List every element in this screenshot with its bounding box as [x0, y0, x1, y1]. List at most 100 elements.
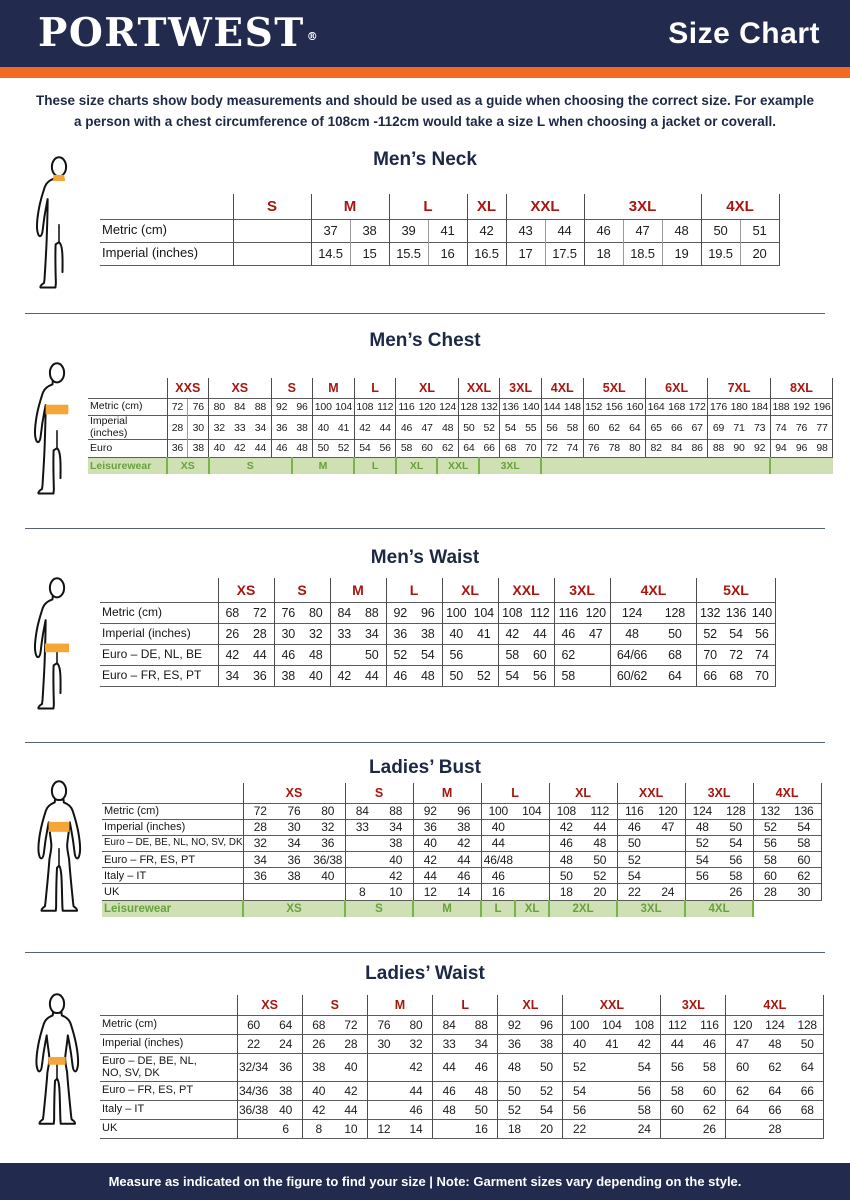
size-cell: 76: [582, 439, 604, 458]
size-cell: 58: [395, 439, 417, 458]
size-cell: 71: [728, 414, 750, 440]
size-cell: 40: [311, 867, 346, 884]
size-cell: 40: [301, 1080, 335, 1100]
size-cell: 48: [465, 1080, 498, 1100]
size-cell: 36: [166, 439, 188, 458]
size-group-label: XXS: [166, 378, 209, 398]
size-cell: 60: [725, 1052, 759, 1081]
size-cell: 88: [250, 397, 272, 416]
size-cell: 58: [562, 414, 584, 440]
size-cell: 38: [301, 1052, 335, 1081]
table-row: Metric (cm) 37 38 39 41 42 43 44 46 47 48 50 51: [100, 218, 780, 242]
size-cell: [791, 1118, 825, 1139]
size-cell: 80: [302, 601, 330, 623]
size-cell: 46: [553, 622, 583, 644]
size-cell: 116: [693, 1014, 726, 1034]
size-cell: 46: [465, 1052, 498, 1081]
size-cell: 22: [236, 1033, 270, 1053]
row-label: Euro – DE, BE, NL, NO, SV, DK: [100, 1052, 238, 1081]
size-cell: 168: [666, 397, 688, 416]
table-row: Euro – DE, BE, NL, NO, SV, DK 32/34 36 38 40…: [100, 1052, 825, 1081]
size-cell: 19.5: [700, 241, 741, 266]
size-cell: 184: [749, 397, 771, 416]
leisurewear-row: Leisurewear XS S M L XL 2XL 3XL 4XL: [102, 900, 822, 918]
size-group-label: XXL: [616, 783, 686, 803]
size-cell: [684, 883, 720, 901]
size-cell: 132: [752, 802, 788, 820]
size-cell: 88: [465, 1014, 498, 1034]
size-cell: 47: [416, 414, 438, 440]
leisurewear-cell: M: [290, 457, 355, 475]
registered-mark: ®: [306, 30, 318, 43]
size-header-row: XXS XS S M L XL XXL 3XL 4XL 5XL 6XL 7XL 8XL: [88, 378, 834, 398]
size-cell: 128: [791, 1014, 825, 1034]
size-cell: 30: [273, 622, 302, 644]
size-group-label: XL: [497, 995, 563, 1015]
size-cell: 108: [353, 397, 376, 416]
size-cell: 156: [603, 397, 625, 416]
size-cell: 180: [728, 397, 750, 416]
leisurewear-cell: [752, 900, 822, 918]
measurement-band: [48, 1056, 66, 1065]
size-cell: 140: [520, 397, 542, 416]
size-cell: 52: [385, 643, 415, 665]
size-cell: 54: [414, 643, 443, 665]
leisurewear-cell: S: [207, 457, 292, 475]
size-cell: 41: [333, 414, 355, 440]
size-cell: 48: [684, 818, 720, 836]
size-cell: 92: [412, 802, 448, 820]
size-cell: 56: [526, 664, 555, 687]
size-cell: 68: [217, 601, 246, 623]
size-cell: 120: [416, 397, 438, 416]
size-cell: [329, 643, 358, 665]
size-cell: 38: [187, 439, 209, 458]
size-cell: 88: [379, 802, 414, 820]
size-cell: 50: [465, 1099, 498, 1119]
size-cell: 32: [302, 622, 330, 644]
table-row: Euro – DE, NL, BE 42 44 46 48 50 52 54 56 58 60 62 6…: [100, 643, 776, 665]
size-cell: 26: [301, 1033, 335, 1053]
size-cell: 47: [582, 622, 611, 644]
size-cell: 34: [277, 834, 311, 852]
row-label: Metric (cm): [102, 802, 244, 820]
size-cell: 56: [540, 414, 563, 440]
row-label: Imperial (inches): [100, 241, 234, 266]
size-cell: 50: [548, 867, 584, 884]
size-cell: 58: [553, 664, 583, 687]
size-cell: 38: [349, 218, 389, 242]
table-row: Imperial (inches) 28 30 32 33 34 36 38 40 42 44 46 4…: [102, 818, 822, 836]
size-cell: 160: [624, 397, 646, 416]
size-cell: 22: [562, 1118, 596, 1139]
size-group-label: 4XL: [609, 578, 697, 602]
size-cell: 50: [583, 851, 618, 868]
size-cell: 54: [353, 439, 376, 458]
size-group-label: XS: [217, 578, 274, 602]
size-cell: 18.5: [622, 241, 663, 266]
size-cell: 24: [269, 1033, 303, 1053]
size-cell: 43: [505, 218, 546, 242]
size-cell: 14.5: [310, 241, 350, 266]
size-group-label: XXL: [457, 378, 500, 398]
size-cell: 44: [447, 851, 482, 868]
figure-male-neck: [20, 147, 98, 304]
row-label: Imperial (inches): [102, 818, 244, 836]
size-cell: [236, 1118, 270, 1139]
size-cell: 38: [291, 414, 313, 440]
size-cell: 14: [447, 883, 482, 901]
section-title: Men’s Waist: [370, 547, 480, 568]
table-row: Metric (cm) 72 76 80 84 88 92 96 100 104 108 112 116…: [88, 397, 834, 416]
size-cell: 30: [787, 883, 822, 901]
size-cell: 44: [375, 414, 396, 440]
size-cell: [432, 1118, 466, 1139]
size-cell: 84: [666, 439, 688, 458]
size-cell: [582, 664, 611, 687]
size-cell: 12: [366, 1118, 400, 1139]
size-cell: [515, 834, 550, 852]
size-cell: 62: [758, 1052, 792, 1081]
size-cell: 44: [334, 1099, 368, 1119]
header-label-spacer: [88, 378, 168, 398]
size-cell: 48: [758, 1033, 792, 1053]
size-cell: 50: [653, 622, 697, 644]
size-cell: 52: [562, 1052, 596, 1081]
size-cell: 15.5: [388, 241, 428, 266]
